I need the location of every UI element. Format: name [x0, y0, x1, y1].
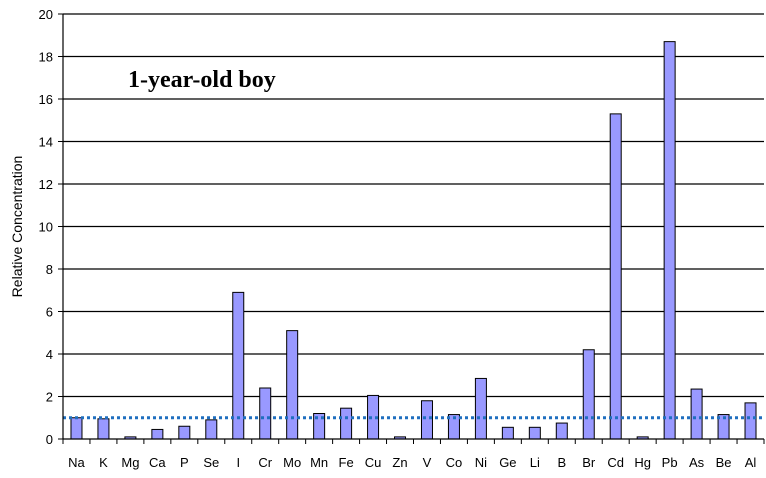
bar-Ca [151, 428, 164, 440]
grid-lines [63, 13, 764, 398]
bar-Mo [286, 330, 299, 440]
x-tick-label-P: P [180, 455, 189, 470]
bars [70, 41, 757, 440]
bar-Li [528, 426, 541, 440]
y-tick-labels: 0 2 4 6 8 10 12 14 16 18 20 [39, 7, 53, 447]
x-tick-labels: Na K Mg Ca P Se I Cr Mo Mn Fe Cu Zn V Co Ni Ge Li B Br Cd Hg P… [68, 455, 756, 470]
x-tick-label-Co: Co [446, 455, 463, 470]
y-tick-label: 8 [46, 262, 53, 277]
chart-title: 1-year-old boy [128, 67, 276, 93]
x-tick-label-Ca: Ca [149, 455, 166, 470]
bar-Se [205, 419, 218, 440]
x-tick-label-Mn: Mn [310, 455, 328, 470]
bar-Cd [609, 113, 622, 440]
bar-As [690, 388, 703, 440]
x-tick-label-V: V [423, 455, 432, 470]
bar-Br [582, 349, 595, 440]
x-tick-label-Ge: Ge [499, 455, 516, 470]
x-tick-label-Se: Se [203, 455, 219, 470]
x-tick-label-Pb: Pb [662, 455, 678, 470]
axes [58, 13, 765, 444]
x-tick-label-B: B [557, 455, 566, 470]
x-tick-label-I: I [236, 455, 240, 470]
y-axis-label: Relative Concentration [9, 156, 25, 298]
y-tick-label: 10 [39, 220, 53, 235]
x-tick-label-Na: Na [68, 455, 85, 470]
x-tick-label-K: K [99, 455, 108, 470]
x-tick-label-Mo: Mo [283, 455, 301, 470]
y-tick-label: 14 [39, 135, 53, 150]
x-tick-label-Al: Al [745, 455, 757, 470]
x-tick-label-Cd: Cd [607, 455, 624, 470]
x-tick-label-Cr: Cr [258, 455, 272, 470]
x-tick-label-Zn: Zn [392, 455, 407, 470]
bar-Na [70, 417, 83, 440]
y-tick-label: 16 [39, 92, 53, 107]
bar-V [420, 400, 433, 440]
bar-Cr [259, 387, 272, 440]
bar-B [555, 422, 568, 440]
y-tick-label: 12 [39, 177, 53, 192]
y-tick-label: 6 [46, 305, 53, 320]
y-tick-label: 4 [46, 347, 53, 362]
bar-Pb [663, 41, 676, 440]
bar-Al [744, 402, 757, 440]
x-tick-label-Be: Be [716, 455, 732, 470]
bar-Fe [340, 407, 353, 440]
bar-Ni [474, 377, 487, 440]
x-tick-label-Mg: Mg [121, 455, 139, 470]
x-tick-label-Cu: Cu [365, 455, 382, 470]
bar-Ge [501, 426, 514, 440]
x-tick-label-Li: Li [530, 455, 540, 470]
x-tick-label-As: As [689, 455, 705, 470]
bar-K [97, 418, 110, 440]
y-tick-label: 2 [46, 390, 53, 405]
x-tick-label-Fe: Fe [339, 455, 354, 470]
y-tick-label: 18 [39, 50, 53, 65]
y-tick-label: 20 [39, 7, 53, 22]
x-tick-label-Ni: Ni [475, 455, 487, 470]
x-tick-label-Br: Br [582, 455, 596, 470]
y-tick-label: 0 [46, 432, 53, 447]
x-tick-label-Hg: Hg [634, 455, 651, 470]
bar-P [178, 425, 191, 440]
